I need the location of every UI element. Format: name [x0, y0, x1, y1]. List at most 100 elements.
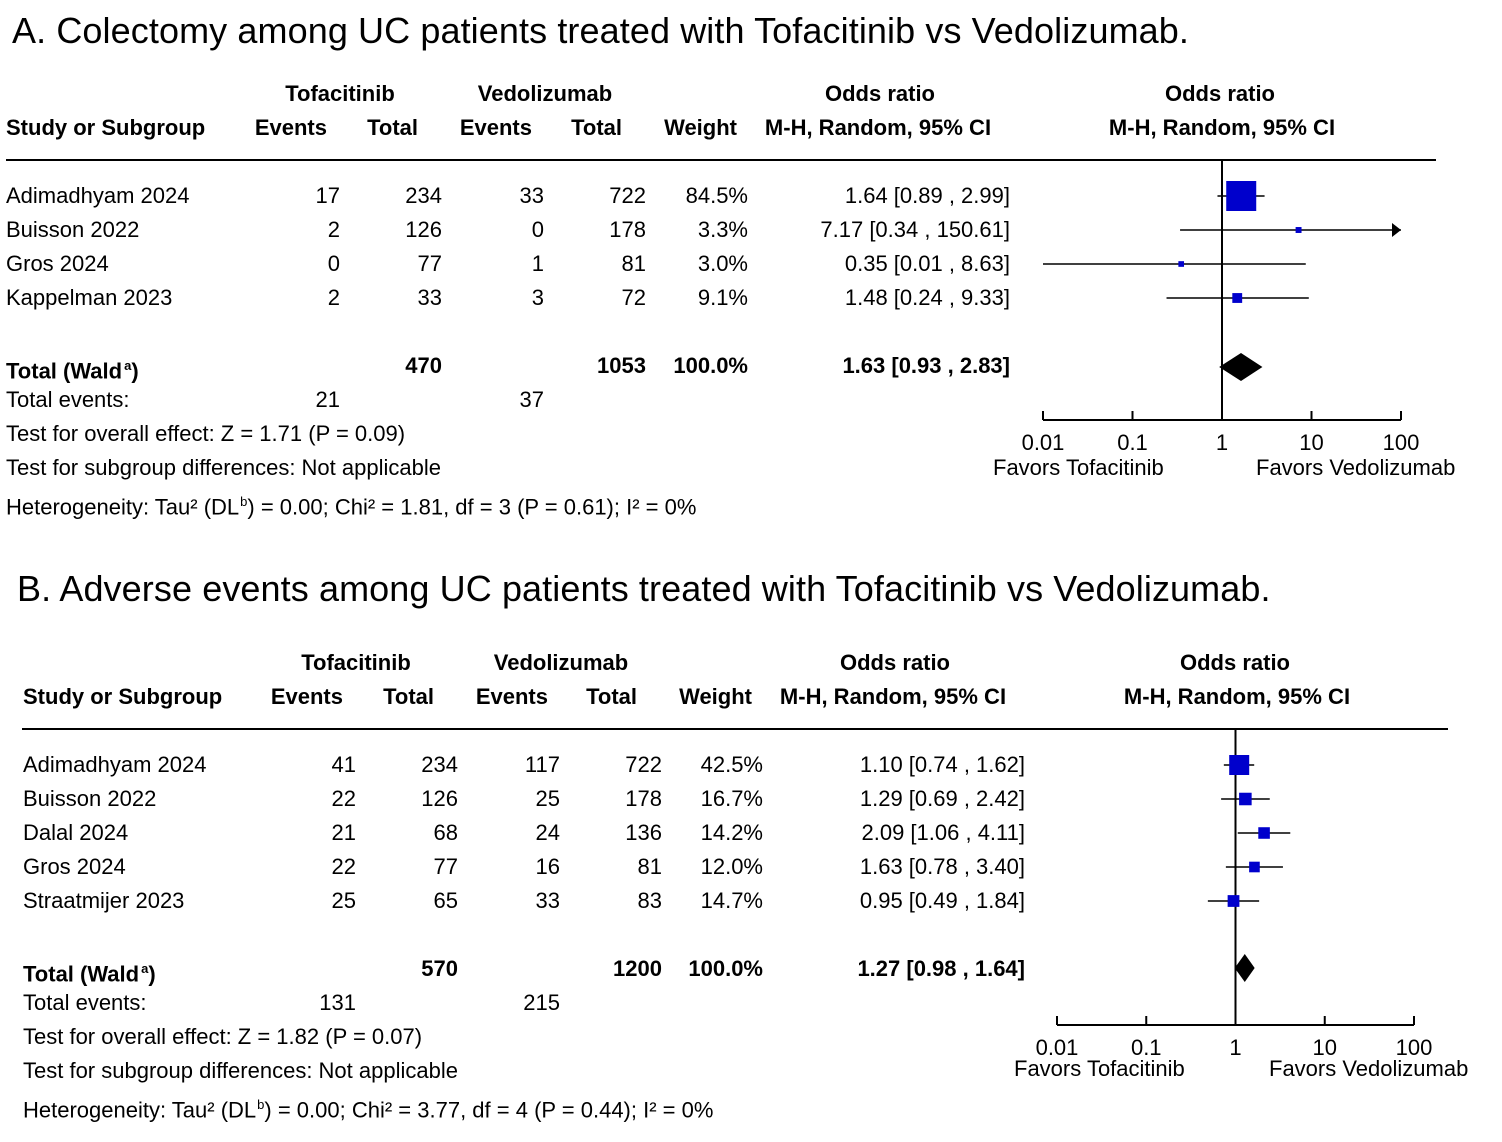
x-tick-label: 1 [1216, 430, 1228, 455]
study-name: Dalal 2024 [23, 820, 129, 845]
study-name: Gros 2024 [6, 251, 109, 276]
study-name: Adimadhyam 2024 [23, 752, 207, 777]
total2: 1200 [613, 956, 662, 981]
x-tick-label: 0.1 [1131, 1035, 1162, 1060]
x-tick-label: 0.1 [1117, 430, 1148, 455]
total2: 81 [621, 251, 646, 276]
total-events2: 37 [519, 387, 544, 412]
total2: 136 [625, 820, 662, 845]
total-label-close: ) [148, 961, 156, 987]
or-header-top: Odds ratio [824, 81, 935, 106]
total1: 77 [433, 854, 458, 879]
total1: 570 [421, 956, 458, 981]
total1: 126 [405, 217, 442, 242]
events1: 0 [327, 251, 340, 276]
or-ci: 1.27 [0.98 , 1.64] [857, 956, 1025, 981]
forest-plot-colectomy: A. Colectomy among UC patients treated w… [0, 0, 1502, 540]
weight: 100.0% [673, 353, 748, 378]
total2: 722 [609, 183, 646, 208]
events1: 2 [327, 217, 340, 242]
heterogeneity-pre: Heterogeneity: Tau² (DL [6, 494, 240, 520]
weight: 14.2% [700, 820, 763, 845]
x-tick-label: 10 [1313, 1035, 1337, 1060]
overall-effect-test: Test for overall effect: Z = 1.82 (P = 0… [23, 1024, 423, 1049]
events2: 24 [535, 820, 560, 845]
total2: 83 [637, 888, 662, 913]
events1: 22 [331, 854, 356, 879]
overall-effect-test: Test for overall effect: Z = 1.71 (P = 0… [6, 421, 406, 446]
weight-header: Weight [664, 115, 737, 140]
weight: 42.5% [700, 752, 763, 777]
events2: 33 [535, 888, 560, 913]
events1: 25 [331, 888, 356, 913]
total-label-text: Total (Wald [23, 961, 140, 987]
total1: 33 [417, 285, 442, 310]
header-rule [22, 728, 1448, 730]
events2-header: Events [459, 115, 532, 140]
total1: 77 [417, 251, 442, 276]
total-events-label: Total events: [23, 990, 147, 1015]
events2: 33 [519, 183, 544, 208]
total1: 126 [421, 786, 458, 811]
favors-right-label: Favors Vedolizumab [1256, 455, 1456, 480]
total-label-close: ) [131, 358, 139, 384]
pooled-diamond [1234, 954, 1255, 982]
x-tick-label: 0.01 [1022, 430, 1065, 455]
events1: 22 [331, 786, 356, 811]
events2: 25 [535, 786, 560, 811]
study-header: Study or Subgroup [6, 115, 206, 140]
total1: 68 [433, 820, 458, 845]
or-ci: 0.35 [0.01 , 8.63] [844, 251, 1010, 276]
study-marker [1249, 861, 1260, 873]
or-ci: 1.64 [0.89 , 2.99] [844, 183, 1010, 208]
events1: 17 [315, 183, 340, 208]
total-events1: 21 [315, 387, 340, 412]
events2: 3 [531, 285, 544, 310]
plot-header-top: Odds ratio [1179, 650, 1290, 675]
pooled-diamond [1219, 353, 1263, 381]
weight: 12.0% [700, 854, 763, 879]
heterogeneity-post: ) = 0.00; Chi² = 3.77, df = 4 (P = 0.44)… [264, 1097, 714, 1123]
or-header-bottom: M-H, Random, 95% CI [764, 115, 992, 140]
or-header-top: Odds ratio [839, 650, 950, 675]
weight: 3.3% [697, 217, 748, 242]
favors-right-label: Favors Vedolizumab [1269, 1056, 1469, 1081]
heterogeneity-pre: Heterogeneity: Tau² (DL [23, 1097, 257, 1123]
study-name: Buisson 2022 [23, 786, 157, 811]
total2: 81 [637, 854, 662, 879]
weight: 84.5% [685, 183, 748, 208]
study-marker [1229, 755, 1250, 775]
total-events-label: Total events: [6, 387, 130, 412]
favors-left-label: Favors Tofacitinib [1014, 1056, 1185, 1081]
heterogeneity-post: ) = 0.00; Chi² = 1.81, df = 3 (P = 0.61)… [247, 494, 697, 520]
footnote-marker: a [124, 358, 132, 373]
events2: 117 [524, 752, 560, 777]
total1: 234 [421, 752, 458, 777]
or-ci: 7.17 [0.34 , 150.61] [820, 217, 1010, 242]
panel-title: A. Colectomy among UC patients treated w… [12, 10, 1190, 51]
or-ci: 1.48 [0.24 , 9.33] [844, 285, 1010, 310]
total2: 178 [609, 217, 646, 242]
events2: 0 [531, 217, 544, 242]
study-marker [1232, 293, 1243, 303]
total2-header: Total [586, 684, 637, 709]
group1-header: Tofacitinib [285, 81, 395, 106]
events2: 1 [531, 251, 544, 276]
plot-header-bottom: M-H, Random, 95% CI [1123, 684, 1351, 709]
or-ci: 1.63 [0.93 , 2.83] [842, 353, 1010, 378]
ci-arrow [1392, 223, 1401, 237]
events1: 2 [327, 285, 340, 310]
favors-left-label: Favors Tofacitinib [993, 455, 1164, 480]
x-tick-label: 1 [1229, 1035, 1241, 1060]
total-events2: 215 [523, 990, 560, 1015]
study-name: Buisson 2022 [6, 217, 140, 242]
events1: 21 [331, 820, 356, 845]
total1-header: Total [367, 115, 418, 140]
events2-header: Events [475, 684, 548, 709]
heterogeneity-stats: Heterogeneity: Tau² (DLb) = 0.00; Chi² =… [23, 1092, 713, 1123]
total1: 234 [405, 183, 442, 208]
group2-header: Vedolizumab [477, 81, 613, 106]
weight: 100.0% [688, 956, 763, 981]
panel-title: B. Adverse events among UC patients trea… [17, 568, 1271, 609]
x-tick-label: 0.01 [1036, 1035, 1079, 1060]
